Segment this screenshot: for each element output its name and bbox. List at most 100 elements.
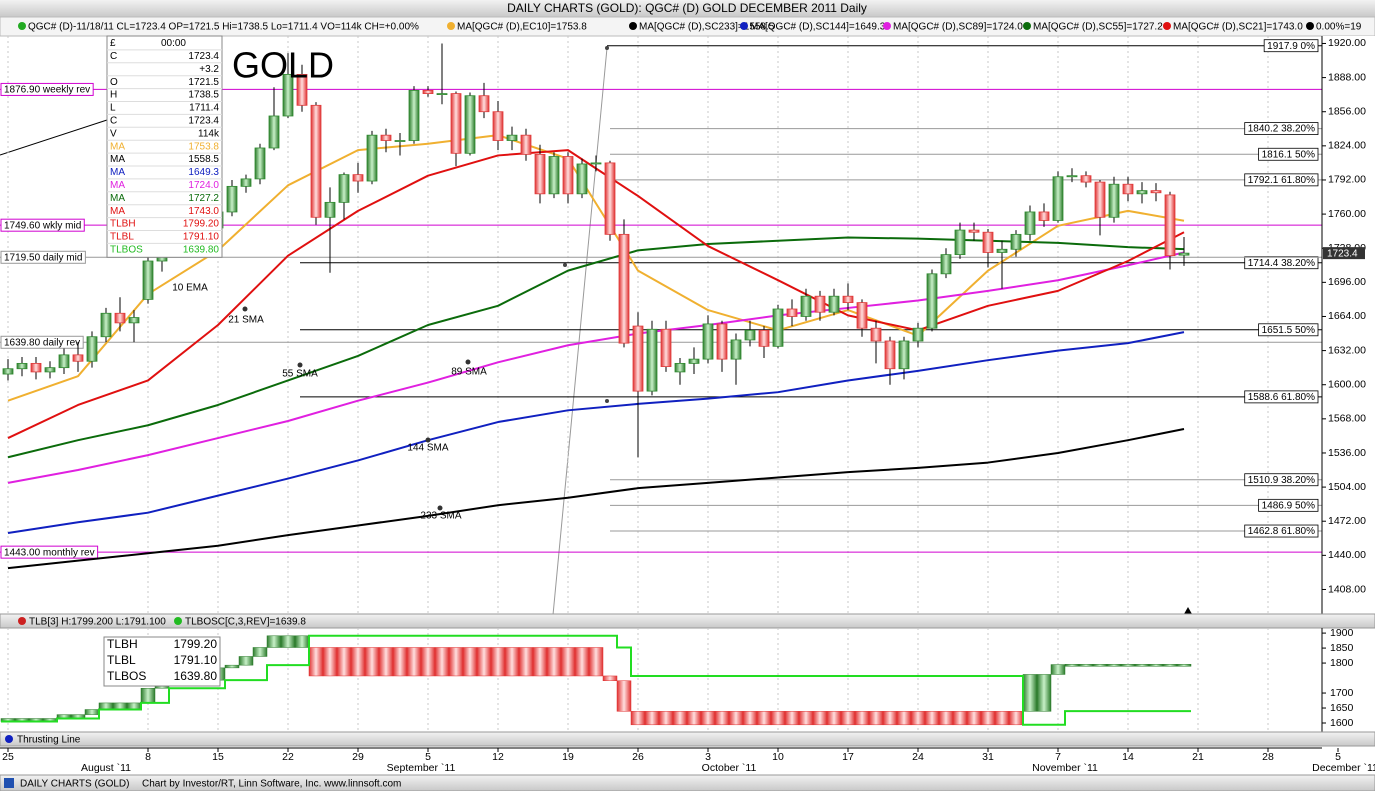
y-tick-label: 1504.00: [1328, 481, 1366, 493]
candle-body: [716, 323, 728, 360]
tlb-brick: [686, 711, 702, 726]
data-key: TLBOS: [110, 244, 143, 255]
candle-body: [380, 134, 392, 141]
y-tick-label: 1664.00: [1328, 310, 1366, 322]
data-value: 1727.2: [188, 193, 219, 204]
candle-body: [450, 93, 462, 154]
level-label-box: [1263, 39, 1319, 53]
tlb-brick: [378, 647, 394, 677]
level-label: 1792.1 61.80%: [1248, 175, 1315, 186]
tlb-brick: [966, 711, 982, 726]
candle-body: [30, 362, 42, 373]
tlb-legend-key: TLBH: [107, 637, 138, 651]
tlb-brick: [714, 711, 730, 726]
candle-body: [366, 134, 378, 182]
ma-label-dot: [242, 306, 248, 312]
data-key: MA: [110, 206, 125, 217]
level-label-box: [1244, 256, 1319, 270]
legend-dot: [740, 22, 748, 30]
info-text: QGC# (D)-11/18/11 CL=1723.4 OP=1721.5 Hi…: [28, 22, 419, 33]
y-tick-label: 1632.00: [1328, 344, 1366, 356]
tlb-brick: [742, 711, 758, 726]
data-key: MA: [110, 154, 125, 165]
level-label: 1876.90 weekly rev: [4, 85, 90, 96]
candle-body: [1080, 175, 1092, 183]
tlb-brick: [490, 647, 506, 677]
candle-body: [114, 312, 126, 324]
candle-body: [86, 336, 98, 362]
candle-body: [758, 329, 770, 347]
candle-body: [478, 95, 490, 113]
level-label-box: [0, 250, 86, 264]
ma-line: [7, 251, 1185, 484]
tlb-brick: [896, 711, 912, 726]
candle-body: [1024, 211, 1036, 235]
candle-body: [856, 302, 868, 329]
data-key: C: [110, 115, 117, 126]
candle-body: [688, 358, 700, 364]
thrusting-header-bar: [0, 731, 1375, 747]
tlb-brick: [588, 647, 604, 677]
tlb-brick: [980, 711, 996, 726]
y-tick-label: 1824.00: [1328, 140, 1366, 152]
price-tag: [1323, 247, 1365, 260]
marker-arrow: [1184, 607, 1192, 614]
level-label-box: [1244, 524, 1319, 538]
tlb-brick: [140, 687, 156, 704]
x-tick-label: 25: [2, 751, 14, 763]
data-value: 1711.4: [189, 103, 219, 114]
data-value: 1753.8: [188, 141, 219, 152]
fib-line: [552, 47, 608, 614]
candle-body: [618, 233, 630, 344]
level-label-box: [0, 335, 84, 349]
legend-dot: [1023, 22, 1031, 30]
info-text: MA[QGC# (D),SC144]=1649.3: [750, 22, 886, 33]
info-text: MA[QGC# (D),SC21]=1743.0: [1173, 22, 1303, 33]
candle-body: [1178, 252, 1190, 256]
ma-label: 10 EMA: [172, 283, 208, 294]
candle-body: [534, 153, 546, 195]
x-tick-label: 3: [705, 751, 711, 763]
info-bar: [0, 16, 1375, 37]
level-label-box: [0, 218, 85, 232]
ma-line: [7, 331, 1185, 534]
candle-body: [632, 325, 644, 392]
x-tick-label: 7: [1055, 751, 1061, 763]
candle-body: [296, 73, 308, 106]
tlb-brick: [1078, 664, 1094, 667]
tlb-brick: [700, 711, 716, 726]
tlb-brick: [448, 647, 464, 677]
data-key: H: [110, 90, 117, 101]
tlb-brick: [420, 647, 436, 677]
tlb-brick: [1092, 664, 1108, 667]
title-bar: [0, 0, 1375, 17]
tlb-brick: [1134, 664, 1150, 667]
y-tick-label: 1408.00: [1328, 583, 1366, 595]
level-label-box: [1244, 122, 1319, 135]
level-label: 1719.50 daily mid: [4, 252, 82, 263]
legend-dot: [174, 617, 182, 625]
tlb-brick: [546, 647, 562, 677]
data-value: 1558.5: [188, 154, 219, 165]
tlb-brick: [1022, 674, 1038, 712]
candle-body: [100, 312, 112, 338]
candle-body: [1010, 233, 1022, 250]
candle-body: [464, 95, 476, 154]
tlb-brick: [462, 647, 478, 677]
y-tick-label: 1568.00: [1328, 413, 1366, 425]
candle-body: [548, 156, 560, 195]
data-value: 1649.3: [188, 167, 219, 178]
level-label-box: [1258, 323, 1319, 337]
y-tick-label: 1856.00: [1328, 105, 1366, 117]
candle-body: [912, 327, 924, 342]
candle-body: [674, 362, 686, 373]
candle-body: [898, 340, 910, 370]
ma-line: [7, 427, 1185, 570]
tlb-brick: [1120, 664, 1136, 667]
y-tick-label: 1888.00: [1328, 71, 1366, 83]
candle-body: [142, 260, 154, 300]
tlb-header-text: TLBOSC[C,3,REV]=1639.8: [185, 617, 306, 628]
data-key: C: [110, 51, 117, 62]
ma-line: [7, 149, 1185, 439]
level-label-box: [1258, 147, 1319, 161]
